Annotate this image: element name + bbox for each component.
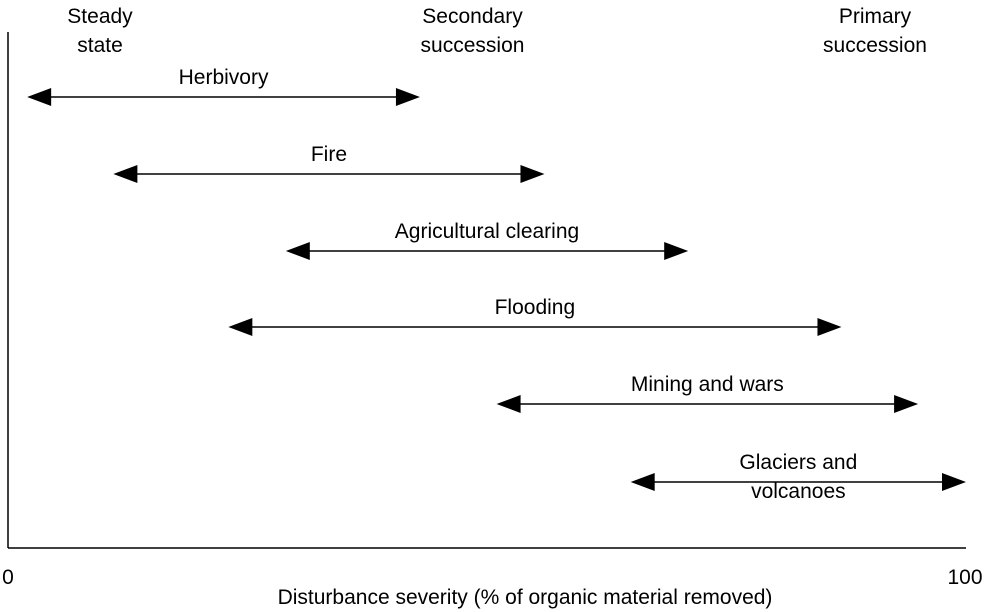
flooding-arrowhead-right (817, 318, 842, 336)
mining-and-wars-arrowhead-right (894, 395, 919, 413)
mining-and-wars-label: Mining and wars (557, 370, 857, 399)
x-axis-title: Disturbance severity (% of organic mater… (277, 586, 773, 609)
glaciers-and-volcanoes-arrowhead-left (630, 473, 655, 491)
steady-state-line-2: state (77, 34, 123, 57)
primary-succession-line-1: Primary (838, 5, 912, 28)
fire-label: Fire (179, 140, 479, 169)
x-axis-min-label: 0 (2, 566, 14, 589)
secondary-succession-line-2: succession (420, 34, 525, 57)
herbivory-arrowhead-right (395, 88, 420, 106)
mining-and-wars-label-line-1: Mining and wars (630, 373, 784, 396)
fire-arrowhead-right (520, 165, 545, 183)
primary-succession-line-2: succession (823, 34, 927, 57)
fire-arrowhead-left (113, 165, 138, 183)
agricultural-clearing-arrowhead-right (664, 242, 689, 260)
herbivory-arrowhead-left (27, 88, 52, 106)
agricultural-clearing-arrowhead-left (285, 242, 310, 260)
glaciers-and-volcanoes-label: Glaciers and volcanoes (648, 448, 948, 506)
agricultural-clearing-label: Agricultural clearing (337, 217, 637, 246)
secondary-succession-line-1: Secondary (422, 5, 523, 28)
flooding-label-line-1: Flooding (494, 296, 576, 319)
glaciers-and-volcanoes-label-line-1: Glaciers and (739, 451, 858, 474)
herbivory-label-line-1: Herbivory (178, 66, 269, 89)
secondary-succession-label: Secondary succession (400, 2, 545, 60)
flooding-label: Flooding (385, 293, 685, 322)
herbivory-label: Herbivory (74, 63, 374, 92)
mining-and-wars-arrowhead-left (496, 395, 521, 413)
steady-state-line-1: Steady (67, 5, 133, 28)
flooding-arrowhead-left (228, 318, 253, 336)
agricultural-clearing-label-line-1: Agricultural clearing (394, 220, 580, 243)
steady-state-label: Steady state (45, 2, 155, 60)
glaciers-and-volcanoes-arrowhead-right (942, 473, 966, 491)
x-axis-max-label: 100 (947, 566, 983, 589)
primary-succession-label: Primary succession (805, 2, 945, 60)
fire-label-line-1: Fire (310, 143, 347, 166)
glaciers-and-volcanoes-label-line-2: volcanoes (751, 480, 846, 503)
